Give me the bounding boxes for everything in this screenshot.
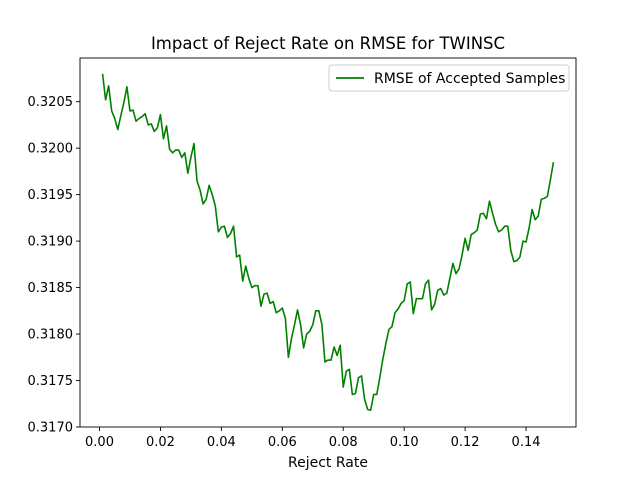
plot-frame — [79, 57, 577, 428]
legend-entry: RMSE of Accepted Samples — [374, 71, 565, 87]
legend: RMSE of Accepted Samples — [328, 64, 570, 92]
y-tick-label: 0.3195 — [28, 188, 74, 203]
y-tick-label: 0.3190 — [28, 235, 74, 250]
y-tick-label: 0.3205 — [28, 95, 74, 110]
y-tick-label: 0.3200 — [28, 142, 74, 157]
x-axis: 0.00 0.02 0.04 0.06 0.08 0.10 0.12 0.14 — [85, 427, 541, 450]
x-tick-label: 0.00 — [85, 435, 114, 450]
y-tick-label: 0.3170 — [28, 421, 74, 436]
x-tick-label: 0.04 — [207, 435, 236, 450]
y-tick-label: 0.3180 — [28, 328, 74, 343]
x-tick-label: 0.02 — [146, 435, 175, 450]
series-line-0 — [101, 73, 555, 412]
x-tick-label: 0.10 — [390, 435, 419, 450]
y-tick-label: 0.3175 — [28, 374, 74, 389]
x-tick-label: 0.08 — [329, 435, 358, 450]
x-tick-label: 0.14 — [512, 435, 541, 450]
y-axis: 0.3170 0.3175 0.3180 0.3185 0.3190 0.3195 0.32… — [28, 95, 80, 436]
x-tick-label: 0.06 — [268, 435, 297, 450]
x-tick-label: 0.12 — [451, 435, 480, 450]
y-tick-label: 0.3185 — [28, 281, 74, 296]
plot-area — [79, 57, 577, 428]
legend-box — [328, 64, 570, 92]
x-axis-label: Reject Rate — [288, 455, 368, 471]
chart-title: Impact of Reject Rate on RMSE for TWINSC — [151, 34, 505, 53]
